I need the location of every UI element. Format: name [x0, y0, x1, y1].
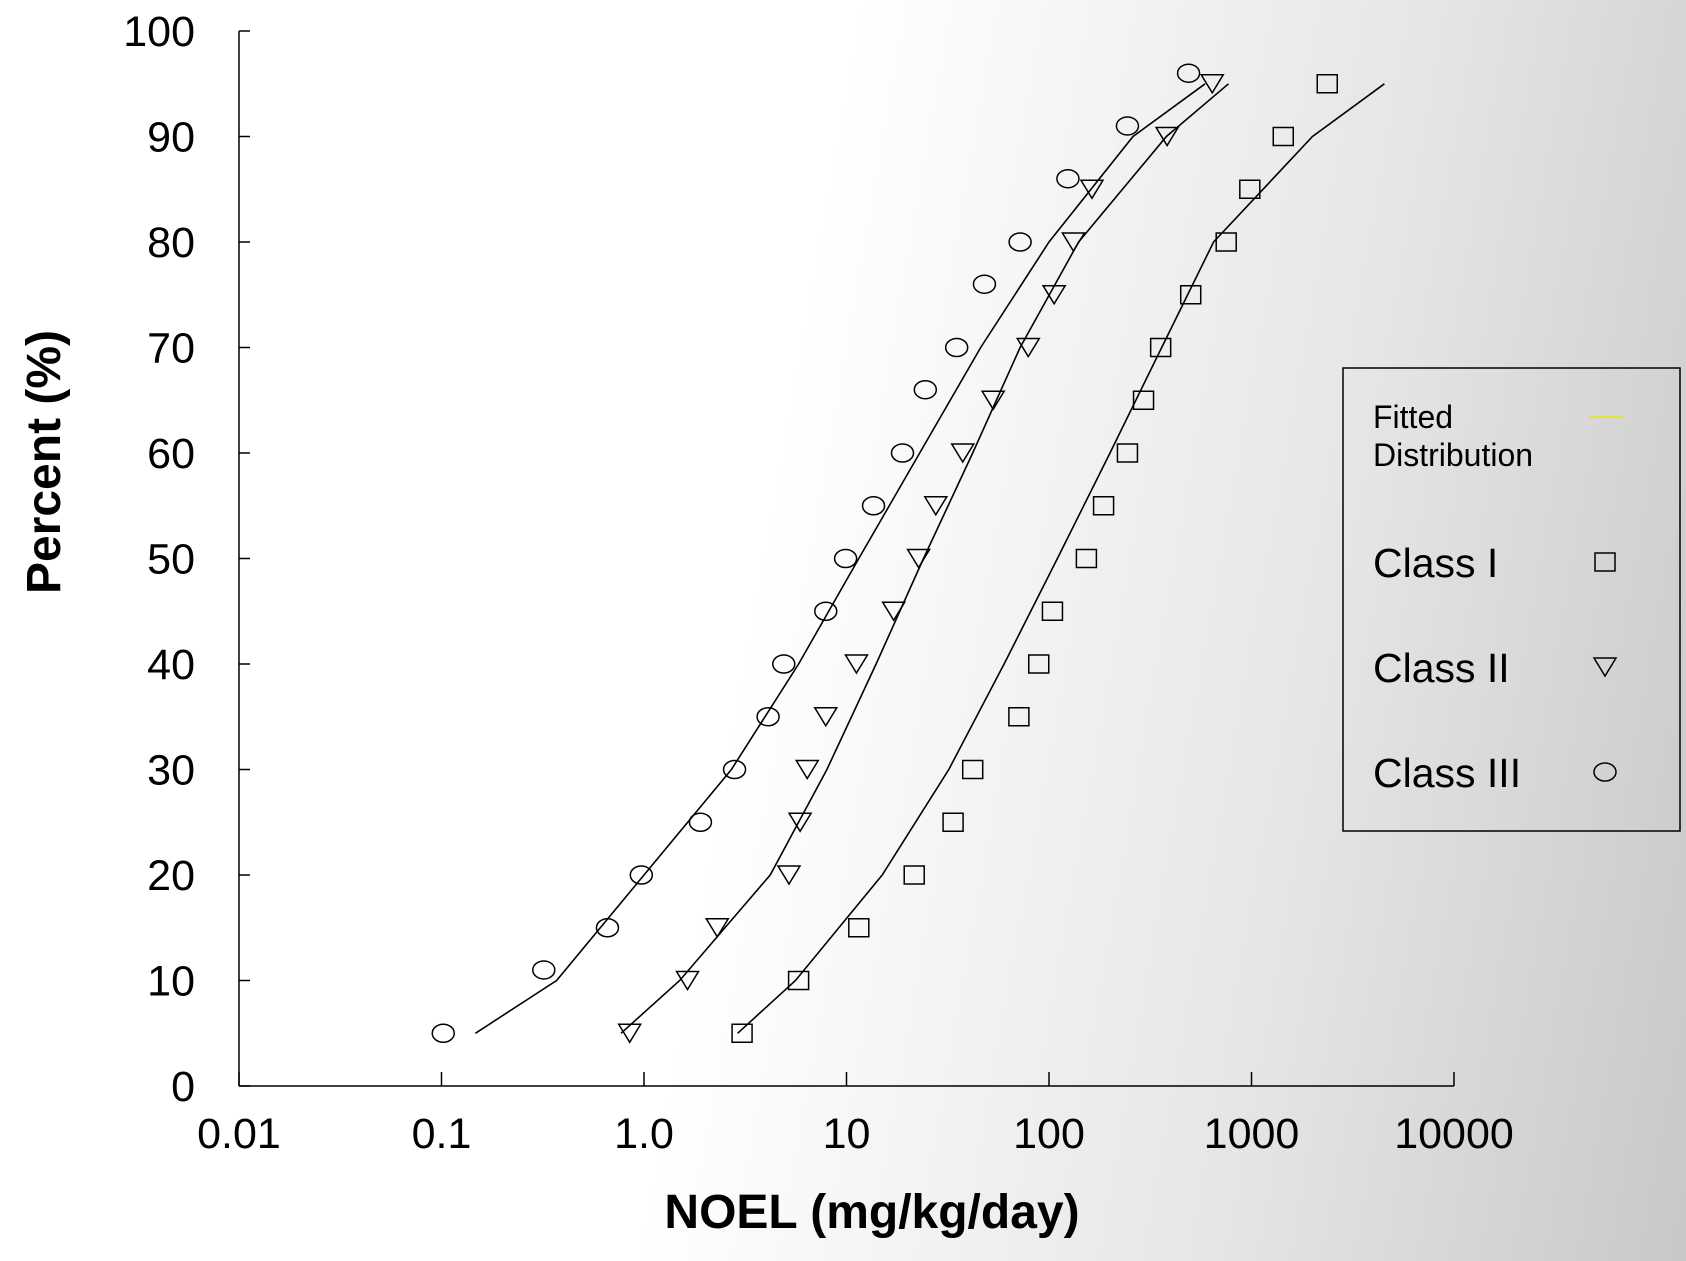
- marker-circle: [629, 865, 654, 885]
- marker-triangle: [1041, 285, 1067, 306]
- y-tick-label: 30: [147, 747, 195, 795]
- marker-square: [1239, 179, 1261, 199]
- y-tick-label: 40: [147, 641, 195, 689]
- y-tick-label: 100: [123, 8, 195, 56]
- legend-fitted: Fitted Distribution: [1373, 399, 1534, 473]
- marker-square: [1075, 548, 1098, 569]
- legend-label: Class III: [1373, 750, 1521, 796]
- marker-square: [731, 1023, 753, 1043]
- marker-circle: [772, 654, 796, 674]
- x-tick-label: 10: [823, 1110, 871, 1158]
- marker-circle: [814, 601, 838, 621]
- marker-square: [1028, 654, 1050, 674]
- marker-square: [1092, 496, 1115, 516]
- marker-triangle: [844, 654, 869, 675]
- marker-square: [1316, 74, 1338, 94]
- marker-square: [1179, 285, 1202, 305]
- marker-circle: [1056, 168, 1080, 189]
- y-tick-label: 50: [147, 536, 195, 584]
- marker-circle: [756, 707, 780, 727]
- marker-triangle: [617, 1023, 643, 1044]
- marker-square: [1008, 707, 1030, 727]
- y-tick-label: 0: [171, 1063, 195, 1111]
- legend-box: [1342, 367, 1681, 832]
- marker-triangle: [1592, 657, 1618, 678]
- marker-circle: [722, 759, 747, 780]
- marker-circle: [861, 496, 886, 516]
- marker-triangle: [881, 601, 907, 622]
- marker-square: [1149, 337, 1172, 358]
- y-tick-label: 10: [147, 958, 195, 1006]
- marker-circle: [595, 918, 620, 938]
- marker-circle: [913, 379, 938, 400]
- marker-square: [1215, 232, 1237, 252]
- marker-triangle: [950, 443, 976, 464]
- y-tick-label: 90: [147, 114, 195, 162]
- marker-square: [961, 759, 984, 780]
- marker-circle: [890, 443, 915, 463]
- marker-triangle: [704, 918, 730, 939]
- marker-square: [903, 865, 925, 885]
- fitted-line: [474, 83, 1206, 1034]
- marker-circle: [1008, 232, 1032, 252]
- x-tick-label: 0.1: [412, 1110, 472, 1158]
- marker-circle: [688, 812, 713, 832]
- marker-circle: [1115, 116, 1140, 136]
- legend-label: Class I: [1373, 540, 1498, 586]
- y-tick-label: 20: [147, 852, 195, 900]
- marker-triangle: [1199, 74, 1225, 95]
- marker-square: [942, 812, 964, 832]
- legend-label: Class II: [1373, 645, 1510, 691]
- fitted-line: [737, 83, 1385, 1034]
- marker-circle: [944, 337, 969, 358]
- y-tick-label: 70: [147, 325, 195, 373]
- marker-triangle: [1061, 232, 1086, 253]
- marker-triangle: [1079, 179, 1105, 200]
- marker-triangle: [813, 707, 839, 728]
- marker-triangle: [776, 865, 802, 886]
- marker-triangle: [906, 548, 931, 569]
- marker-square: [848, 918, 870, 938]
- x-tick-label: 0.01: [197, 1110, 281, 1158]
- marker-square: [1594, 552, 1616, 572]
- marker-circle: [1176, 63, 1201, 83]
- marker-triangle: [787, 812, 813, 833]
- marker-circle: [1593, 762, 1617, 782]
- y-axis-title: Percent (%): [18, 330, 71, 594]
- marker-triangle: [675, 970, 700, 991]
- x-axis-title: NOEL (mg/kg/day): [664, 1186, 1079, 1239]
- marker-circle: [833, 548, 858, 569]
- x-tick-label: 1000: [1204, 1110, 1300, 1158]
- marker-circle: [532, 960, 556, 980]
- y-tick-label: 60: [147, 430, 195, 478]
- marker-square: [1132, 390, 1155, 410]
- marker-square: [1041, 601, 1064, 621]
- marker-triangle: [794, 759, 820, 780]
- y-tick-label: 80: [147, 219, 195, 267]
- x-tick-label: 1.0: [614, 1110, 674, 1158]
- x-tick-label: 10000: [1394, 1110, 1514, 1158]
- marker-circle: [972, 274, 997, 294]
- legend-label: Fitted Distribution: [1373, 399, 1534, 473]
- x-tick-label: 100: [1013, 1110, 1085, 1158]
- marker-square: [787, 970, 810, 991]
- marker-triangle: [1154, 126, 1180, 147]
- marker-circle: [431, 1023, 455, 1043]
- marker-square: [1272, 126, 1295, 147]
- marker-triangle: [1015, 337, 1041, 358]
- marker-triangle: [980, 390, 1006, 411]
- marker-triangle: [923, 496, 949, 517]
- marker-square: [1116, 443, 1139, 463]
